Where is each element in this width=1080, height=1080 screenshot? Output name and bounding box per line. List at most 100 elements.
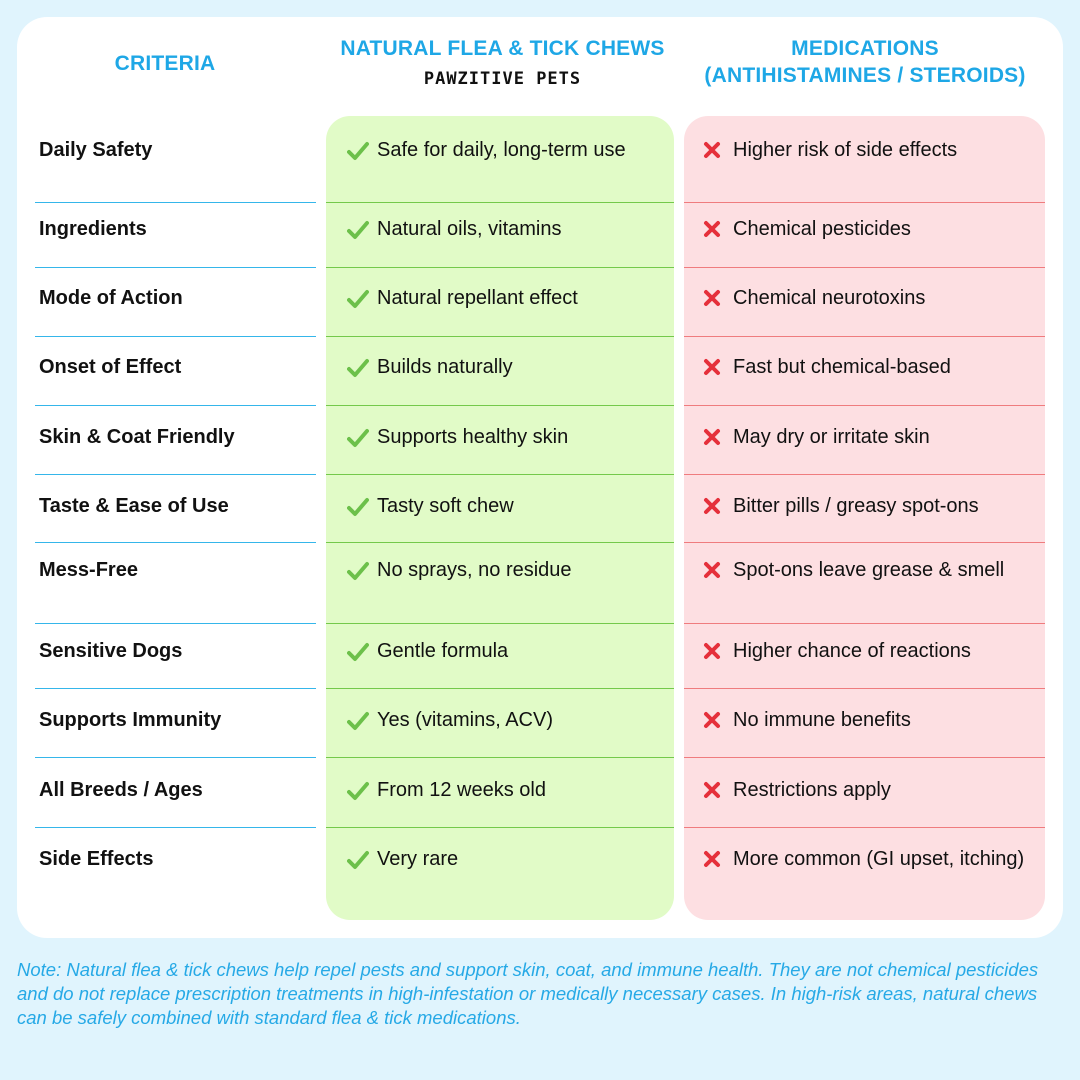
medications-cell: Higher risk of side effects xyxy=(703,137,1033,164)
medications-divider xyxy=(684,202,1045,203)
natural-cell-text: Natural repellant effect xyxy=(377,287,578,309)
medications-header-line2: (ANTIHISTAMINES / STEROIDS) xyxy=(704,64,1026,87)
medications-cell: Higher chance of reactions xyxy=(703,638,1033,665)
cross-icon xyxy=(703,137,733,164)
criteria-label: Daily Safety xyxy=(39,139,153,161)
criteria-label: Skin & Coat Friendly xyxy=(39,426,235,448)
criteria-label: Taste & Ease of Use xyxy=(39,495,229,517)
natural-cell-text: Natural oils, vitamins xyxy=(377,218,562,240)
natural-cell: From 12 weeks old xyxy=(347,777,647,804)
criteria-divider xyxy=(35,542,316,543)
cross-icon xyxy=(703,354,733,381)
natural-divider xyxy=(326,405,674,406)
natural-cell: Tasty soft chew xyxy=(347,493,647,520)
natural-cell-text: Builds naturally xyxy=(377,356,513,378)
natural-divider xyxy=(326,623,674,624)
medications-divider xyxy=(684,405,1045,406)
criteria-divider xyxy=(35,688,316,689)
medications-divider xyxy=(684,688,1045,689)
medications-header: MEDICATIONS (ANTIHISTAMINES / STEROIDS) xyxy=(685,35,1045,89)
medications-cell: Bitter pills / greasy spot-ons xyxy=(703,493,1033,520)
check-icon xyxy=(347,846,377,873)
medications-cell-text: Chemical pesticides xyxy=(733,218,911,240)
criteria-divider xyxy=(35,474,316,475)
criteria-label: Onset of Effect xyxy=(39,356,182,378)
medications-divider xyxy=(684,336,1045,337)
check-icon xyxy=(347,137,377,164)
criteria-divider xyxy=(35,267,316,268)
check-icon xyxy=(347,638,377,665)
medications-divider xyxy=(684,827,1045,828)
natural-divider xyxy=(326,542,674,543)
medications-divider xyxy=(684,757,1045,758)
medications-header-line1: MEDICATIONS xyxy=(791,37,939,60)
check-icon xyxy=(347,424,377,451)
medications-cell-text: Bitter pills / greasy spot-ons xyxy=(733,495,979,517)
footnote: Note: Natural flea & tick chews help rep… xyxy=(17,959,1039,1028)
cross-icon xyxy=(703,216,733,243)
criteria-divider xyxy=(35,827,316,828)
natural-cell: Builds naturally xyxy=(347,354,647,381)
criteria-divider xyxy=(35,202,316,203)
criteria-divider xyxy=(35,336,316,337)
cross-icon xyxy=(703,777,733,804)
medications-cell: Chemical neurotoxins xyxy=(703,285,1033,312)
natural-cell: Very rare xyxy=(347,846,647,873)
medications-cell-text: Higher risk of side effects xyxy=(733,139,958,161)
medications-divider xyxy=(684,542,1045,543)
medications-divider xyxy=(684,474,1045,475)
natural-divider xyxy=(326,757,674,758)
medications-cell-text: Spot-ons leave grease & smell xyxy=(733,559,1005,581)
natural-cell-text: No sprays, no residue xyxy=(377,559,572,581)
medications-cell: Chemical pesticides xyxy=(703,216,1033,243)
cross-icon xyxy=(703,707,733,734)
criteria-label: Sensitive Dogs xyxy=(39,640,183,662)
criteria-divider xyxy=(35,757,316,758)
natural-cell: Natural repellant effect xyxy=(347,285,647,312)
criteria-header: CRITERIA xyxy=(114,52,216,75)
cross-icon xyxy=(703,638,733,665)
medications-cell-text: More common (GI upset, itching) xyxy=(733,848,1025,870)
criteria-label: Mode of Action xyxy=(39,287,183,309)
criteria-divider xyxy=(35,405,316,406)
check-icon xyxy=(347,493,377,520)
criteria-divider xyxy=(35,623,316,624)
natural-cell-text: Tasty soft chew xyxy=(377,495,514,517)
medications-cell: Spot-ons leave grease & smell xyxy=(703,557,1033,584)
medications-cell: May dry or irritate skin xyxy=(703,424,1033,451)
natural-column-panel xyxy=(326,116,674,920)
natural-cell-text: Safe for daily, long-term use xyxy=(377,139,626,161)
natural-cell: Natural oils, vitamins xyxy=(347,216,647,243)
natural-chews-header: NATURAL FLEA & TICK CHEWS xyxy=(340,37,665,60)
medications-cell-text: No immune benefits xyxy=(733,709,911,731)
cross-icon xyxy=(703,285,733,312)
natural-divider xyxy=(326,688,674,689)
medications-cell-text: Chemical neurotoxins xyxy=(733,287,926,309)
cross-icon xyxy=(703,424,733,451)
brand-name: PAWZITIVE PETS xyxy=(423,69,582,89)
medications-cell: Fast but chemical-based xyxy=(703,354,1033,381)
check-icon xyxy=(347,777,377,804)
medications-divider xyxy=(684,623,1045,624)
medications-cell-text: Higher chance of reactions xyxy=(733,640,971,662)
medications-cell: No immune benefits xyxy=(703,707,1033,734)
natural-cell-text: Very rare xyxy=(377,848,459,870)
natural-divider xyxy=(326,267,674,268)
medications-cell-text: Fast but chemical-based xyxy=(733,356,951,378)
natural-cell: Gentle formula xyxy=(347,638,647,665)
natural-cell-text: Gentle formula xyxy=(377,640,509,662)
cross-icon xyxy=(703,846,733,873)
medications-column-panel xyxy=(684,116,1045,920)
natural-cell: Supports healthy skin xyxy=(347,424,647,451)
natural-cell: Safe for daily, long-term use xyxy=(347,137,647,164)
medications-cell-text: Restrictions apply xyxy=(733,779,891,801)
criteria-label: Side Effects xyxy=(39,848,154,870)
criteria-label: Mess-Free xyxy=(39,559,138,581)
check-icon xyxy=(347,285,377,312)
natural-divider xyxy=(326,827,674,828)
check-icon xyxy=(347,354,377,381)
natural-cell: Yes (vitamins, ACV) xyxy=(347,707,647,734)
natural-cell-text: Supports healthy skin xyxy=(377,426,569,448)
criteria-label: Ingredients xyxy=(39,218,147,240)
natural-cell: No sprays, no residue xyxy=(347,557,647,584)
